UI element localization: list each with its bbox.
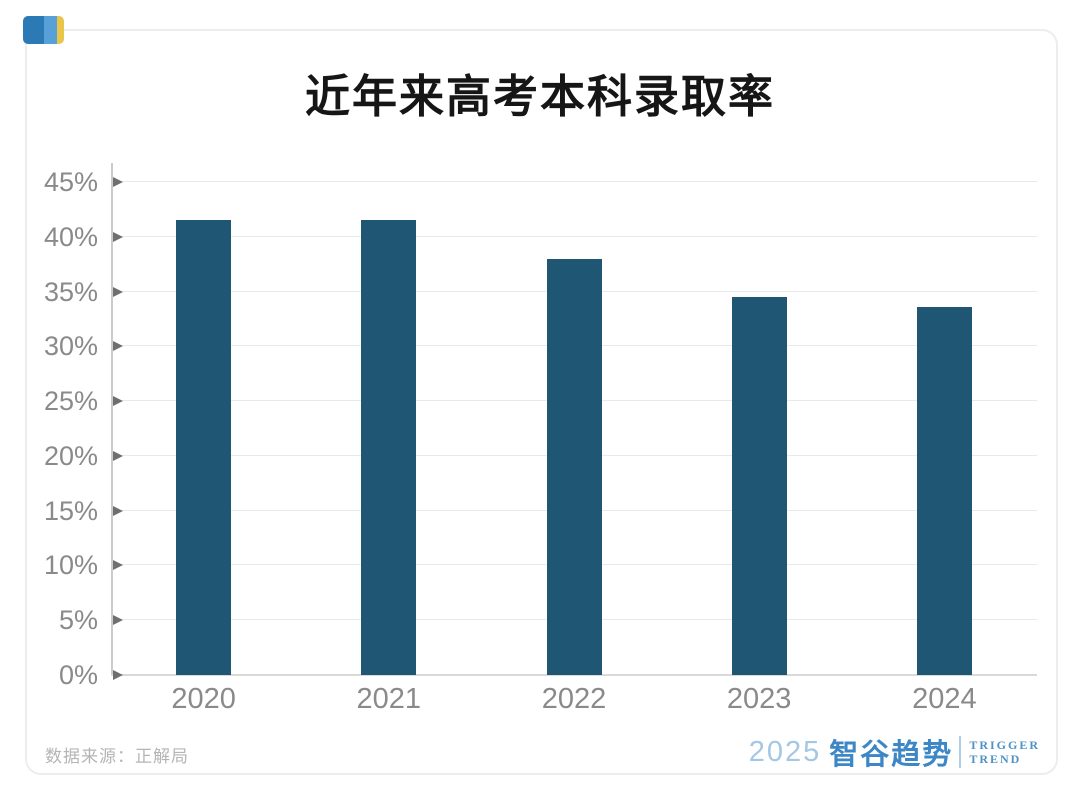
y-tick-label-35%: 35% <box>43 276 98 307</box>
y-tick-arrow-45% <box>113 177 123 187</box>
logo-brand-name: 智谷趋势 <box>829 739 954 771</box>
bar-chart: 0% 5% 10% 15% 20% 25% 30% 35% 40% 45% 2020 2021 2022… <box>44 163 1037 715</box>
bar-2024 <box>916 306 972 675</box>
logo-tagline: TRIGGER TREND <box>969 738 1040 766</box>
y-tick-label-30%: 30% <box>43 331 98 362</box>
y-tick-label-10%: 10% <box>43 550 98 581</box>
brand-icon-dark-blue-segment <box>23 16 44 44</box>
logo-tagline-line2: TREND <box>969 752 1022 766</box>
logo-year: 2025 <box>748 735 822 768</box>
y-tick-arrow-0% <box>113 670 123 680</box>
gridline-40% <box>113 235 1037 237</box>
logo-tagline-line1: TRIGGER <box>969 738 1040 752</box>
y-axis-line <box>111 163 113 675</box>
y-tick-arrow-30% <box>113 341 123 352</box>
y-tick-label-20%: 20% <box>43 440 98 471</box>
y-tick-label-15%: 15% <box>43 495 98 526</box>
y-tick-label-45%: 45% <box>43 167 98 197</box>
x-tick-label-2023: 2023 <box>726 683 792 715</box>
y-tick-label-25%: 25% <box>43 386 98 417</box>
gridline-45% <box>113 181 1037 182</box>
logo-separator <box>959 736 962 768</box>
brand-icon-light-blue-segment <box>44 16 57 44</box>
y-tick-label-5%: 5% <box>58 605 98 636</box>
x-tick-label-2024: 2024 <box>912 683 977 715</box>
bar-2021 <box>361 220 417 675</box>
card-border <box>25 29 1058 775</box>
y-tick-arrow-5% <box>113 615 123 626</box>
y-tick-arrow-25% <box>113 396 123 407</box>
y-tick-arrow-35% <box>113 286 123 297</box>
bar-2023 <box>731 297 787 675</box>
bar-2022 <box>546 258 602 675</box>
y-tick-arrow-20% <box>113 450 123 461</box>
page-title: 近年来高考本科录取率 <box>304 71 775 122</box>
y-tick-label-40%: 40% <box>43 221 98 252</box>
y-tick-label-0%: 0% <box>58 660 98 690</box>
x-tick-label-2020: 2020 <box>171 683 236 715</box>
y-tick-arrow-15% <box>113 505 123 516</box>
brand-icon-yellow-segment <box>57 16 64 44</box>
x-axis-baseline <box>111 674 1037 676</box>
x-tick-label-2021: 2021 <box>356 683 422 715</box>
data-source-note: 数据来源：正解局 <box>45 747 189 766</box>
x-tick-label-2022: 2022 <box>541 683 607 715</box>
publisher-logo: 2025 智谷趋势 TRIGGER TREND <box>749 731 1040 773</box>
y-tick-arrow-10% <box>113 560 123 571</box>
brand-corner-icon <box>23 16 64 44</box>
y-tick-arrow-40% <box>113 231 123 242</box>
bar-2020 <box>176 220 232 675</box>
